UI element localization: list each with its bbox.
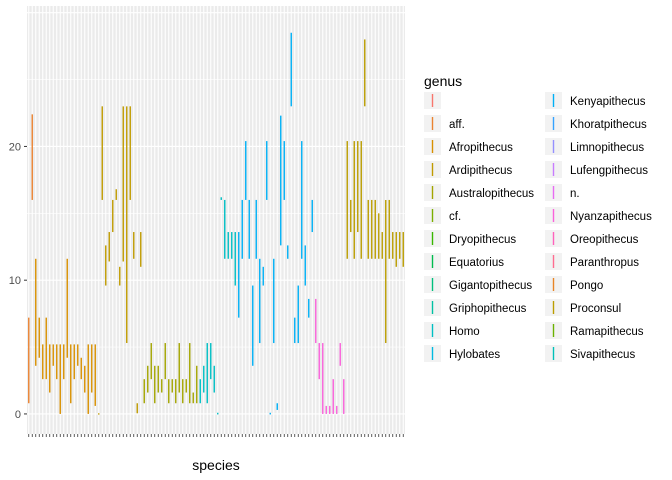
legend-item: Khoratpithecus (545, 115, 647, 132)
x-axis-label: species (192, 457, 239, 473)
legend-item: Afropithecus (424, 138, 513, 155)
legend-item: Australopithecus (424, 184, 534, 201)
legend-label: Limnopithecus (570, 142, 644, 154)
legend-label: Ardipithecus (449, 165, 513, 177)
legend-label: Paranthropus (570, 257, 639, 269)
legend-label: Nyanzapithecus (570, 211, 652, 223)
legend-label: Oreopithecus (570, 234, 639, 246)
legend-item: Proconsul (545, 299, 621, 316)
legend-item: Lufengpithecus (545, 161, 648, 178)
legend-label: Lufengpithecus (570, 165, 648, 177)
legend-item: Paranthropus (545, 253, 639, 270)
legend-label: Khoratpithecus (570, 119, 647, 131)
legend-title: genus (424, 73, 462, 89)
legend-label: Dryopithecus (449, 234, 516, 246)
legend-item: Sivapithecus (545, 345, 635, 362)
legend-label: Kenyapithecus (570, 96, 646, 108)
legend-item: Hylobates (424, 345, 500, 362)
legend-label: cf. (449, 211, 461, 223)
legend-item: Dryopithecus (424, 230, 516, 247)
legend-item: n. (545, 184, 580, 201)
legend-label: Ramapithecus (570, 326, 644, 338)
legend-item: Homo (424, 322, 480, 339)
legend-label: aff. (449, 119, 465, 131)
legend-item: Griphopithecus (424, 299, 527, 316)
y-tick-label: 0 (15, 409, 21, 421)
legend-item: cf. (424, 207, 461, 224)
legend-label: n. (570, 188, 580, 200)
legend-label: Equatorius (449, 257, 504, 269)
plot-panel (27, 6, 405, 434)
legend-item: Limnopithecus (545, 138, 644, 155)
legend-label: Afropithecus (449, 142, 513, 154)
legend-item: Oreopithecus (545, 230, 639, 247)
y-tick-label: 10 (9, 275, 21, 287)
x-axis (28, 434, 404, 437)
y-axis: 0 10 20 (9, 141, 27, 421)
legend-item: Ramapithecus (545, 322, 644, 339)
range-bars (28, 32, 404, 415)
legend-item: Gigantopithecus (424, 276, 532, 293)
legend-item: Kenyapithecus (545, 92, 646, 109)
legend-label: Homo (449, 326, 480, 338)
legend-item: Equatorius (424, 253, 504, 270)
legend-label: Australopithecus (449, 188, 534, 200)
legend: genus aff. Afropithecus Ardipithecus Austra… (424, 73, 652, 362)
legend-item: Pongo (545, 276, 603, 293)
legend-item: Nyanzapithecus (545, 207, 652, 224)
legend-label: Hylobates (449, 349, 500, 361)
legend-items: aff. Afropithecus Ardipithecus Australopith… (424, 92, 652, 362)
legend-label: Gigantopithecus (449, 280, 532, 292)
legend-item: aff. (424, 115, 465, 132)
legend-item: Ardipithecus (424, 161, 513, 178)
legend-item (424, 92, 441, 109)
y-tick-label: 20 (9, 141, 21, 153)
legend-label: Griphopithecus (449, 303, 527, 315)
legend-label: Sivapithecus (570, 349, 635, 361)
legend-label: Pongo (570, 280, 603, 292)
legend-label: Proconsul (570, 303, 621, 315)
